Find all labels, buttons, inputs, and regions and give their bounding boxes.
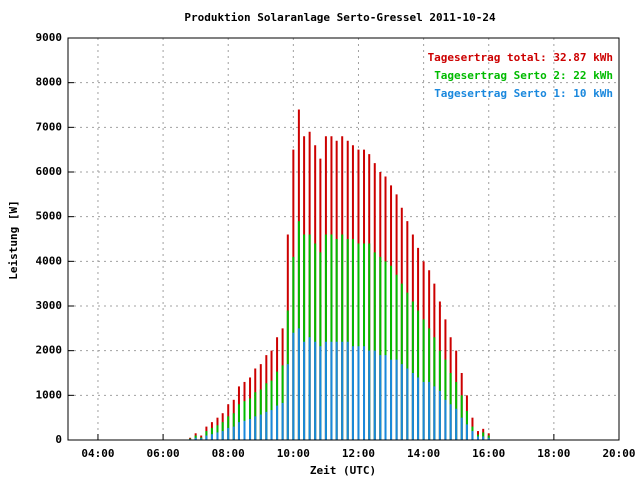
y-tick-label: 7000 xyxy=(36,120,63,133)
x-tick-label: 08:00 xyxy=(212,447,245,460)
x-tick-label: 12:00 xyxy=(342,447,375,460)
x-tick-label: 04:00 xyxy=(81,447,114,460)
x-tick-label: 14:00 xyxy=(407,447,440,460)
x-tick-label: 10:00 xyxy=(277,447,310,460)
y-tick-label: 1000 xyxy=(36,388,63,401)
x-tick-label: 06:00 xyxy=(147,447,180,460)
legend-entry: Tagesertrag Serto 2: 22 kWh xyxy=(434,69,613,82)
x-tick-label: 20:00 xyxy=(602,447,635,460)
x-tick-label: 16:00 xyxy=(472,447,505,460)
y-tick-label: 6000 xyxy=(36,165,63,178)
y-tick-label: 9000 xyxy=(36,31,63,44)
legend-entry: Tagesertrag Serto 1: 10 kWh xyxy=(434,87,613,100)
y-tick-label: 0 xyxy=(55,433,62,446)
legend-entry: Tagesertrag total: 32.87 kWh xyxy=(428,51,613,64)
x-tick-label: 18:00 xyxy=(537,447,570,460)
chart-title: Produktion Solaranlage Serto-Gressel 201… xyxy=(184,11,496,24)
y-tick-label: 4000 xyxy=(36,254,63,267)
y-tick-label: 5000 xyxy=(36,210,63,223)
y-tick-label: 8000 xyxy=(36,76,63,89)
plot-border xyxy=(67,37,620,441)
y-axis-label: Leistung [W] xyxy=(7,200,20,279)
y-tick-label: 3000 xyxy=(36,299,63,312)
x-axis-label: Zeit (UTC) xyxy=(310,464,376,477)
y-tick-label: 2000 xyxy=(36,344,63,357)
